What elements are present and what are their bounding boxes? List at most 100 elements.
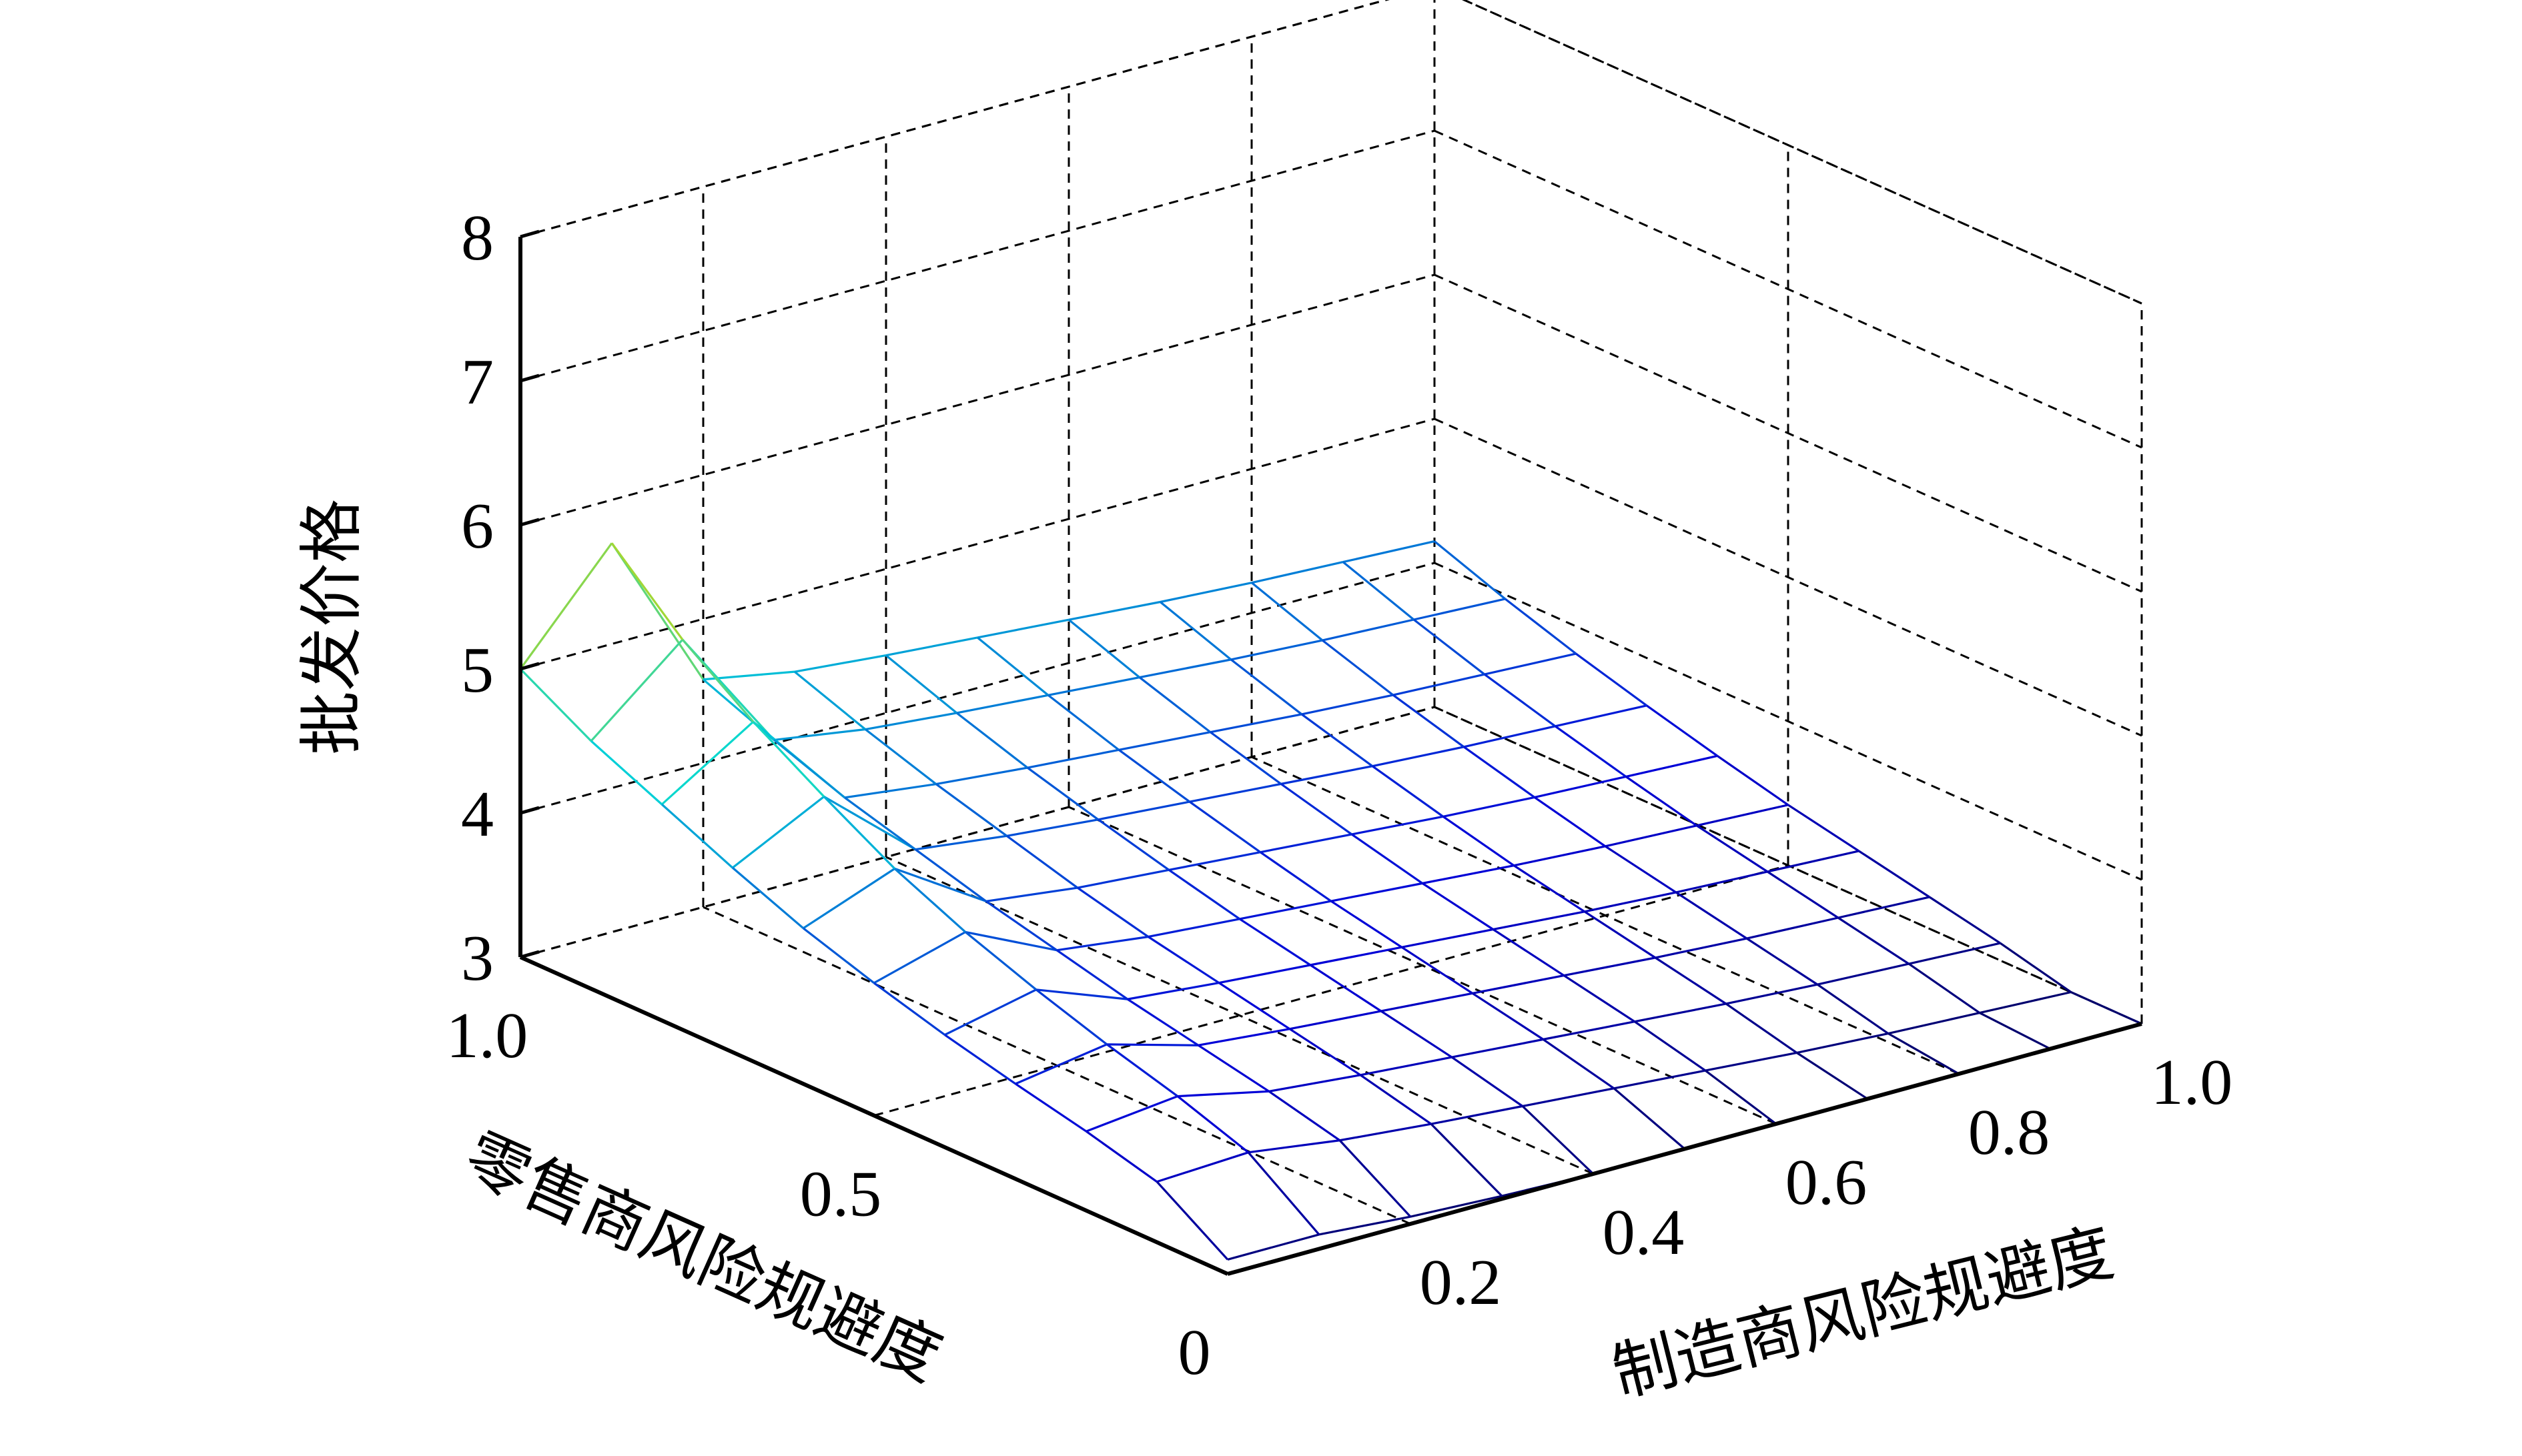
surface-edge <box>1086 1095 1178 1133</box>
surface-edge <box>1251 561 1344 584</box>
surface-edge <box>1887 1032 1960 1075</box>
surface-edge <box>1505 598 1577 655</box>
surface-edge <box>1372 746 1464 768</box>
z-tick-mark <box>520 518 540 527</box>
surface-edge <box>803 927 875 984</box>
z-tick-label: 4 <box>461 778 494 850</box>
surface-edge <box>1230 658 1302 716</box>
surface-edge <box>1160 582 1252 604</box>
surface-edge <box>1139 658 1232 679</box>
surface-edge <box>1787 804 1859 852</box>
surface-edge <box>1168 851 1261 871</box>
surface-edge <box>1118 749 1190 803</box>
z-tick-label: 3 <box>461 922 494 994</box>
surface-edge <box>1655 937 1747 959</box>
surface-edge <box>1463 746 1535 798</box>
surface-edge <box>1035 988 1128 1000</box>
surface-edge <box>1837 916 1910 965</box>
surface-edge <box>1098 818 1170 871</box>
surface-edge <box>1605 824 1697 848</box>
surface-edge <box>1908 962 1980 1014</box>
surface-edge <box>873 931 966 984</box>
grid-line <box>520 0 1390 238</box>
grid-line <box>885 856 1594 1175</box>
surface-edge <box>1817 983 1889 1034</box>
x-tick-label: 0.2 <box>1420 1247 1502 1319</box>
surface-edge <box>1522 1087 1615 1108</box>
surface-edge <box>1675 891 1747 940</box>
surface-edge <box>1380 992 1473 1012</box>
surface-edge <box>1410 1195 1503 1218</box>
surface-edge <box>823 796 896 870</box>
surface-edge <box>1027 748 1120 769</box>
surface-edge <box>1230 639 1323 661</box>
surface-edge <box>1767 850 1859 873</box>
y-axis-line <box>519 955 1229 1276</box>
surface-edge <box>1696 824 1768 873</box>
surface-edge <box>1979 990 2072 1014</box>
surface-edge <box>956 712 1028 769</box>
surface-edge <box>1746 916 1839 940</box>
surface-edge <box>1068 600 1161 621</box>
grid-line <box>873 864 1789 1117</box>
z-tick-label: 6 <box>461 490 494 562</box>
tick-labels: 3 4 5 6 7 8 0 0.5 1.0 0.2 0.4 0.6 0.8 1.0 <box>446 202 2233 1389</box>
z-tick-label: 5 <box>461 634 494 706</box>
z-tick-mark <box>520 806 540 815</box>
x-tick-label: 0.6 <box>1785 1147 1867 1219</box>
surface-mesh <box>519 540 2142 1261</box>
surface-edge <box>1322 639 1394 696</box>
surface-edge <box>1156 1181 1229 1261</box>
surface-edge <box>1817 962 1910 986</box>
surface-edge <box>1605 845 1677 894</box>
surface-edge <box>1351 833 1423 884</box>
surface-edge <box>915 834 1007 851</box>
z-tick-mark <box>520 662 540 671</box>
surface-edge <box>1280 765 1373 785</box>
surface-edge <box>1189 800 1261 853</box>
grid-line <box>520 273 1435 526</box>
surface-edge <box>1260 851 1332 902</box>
surface-edge <box>1493 928 1565 976</box>
surface-edge <box>1430 1105 1523 1125</box>
surface-edge <box>1392 673 1485 696</box>
surface-edge <box>1360 1056 1452 1076</box>
surface-edge <box>1168 869 1240 920</box>
surface-edge <box>1451 1056 1523 1107</box>
surface-edge <box>1401 928 1494 948</box>
surface-edge <box>1908 942 2001 965</box>
surface-edge <box>944 1034 1016 1085</box>
surface-edge <box>1422 864 1515 884</box>
surface-edge <box>1248 1139 1340 1154</box>
surface-edge <box>1796 1052 1868 1100</box>
surface-edge <box>1543 1020 1635 1040</box>
surface-edge <box>915 848 987 902</box>
surface-edge <box>1484 652 1577 676</box>
surface-edge <box>1351 815 1444 836</box>
surface-edge <box>1148 918 1240 938</box>
z-axis-label: 批发价格 <box>294 499 369 755</box>
surface-edge <box>823 796 916 850</box>
surface-edge <box>1725 983 1818 1005</box>
surface-edge <box>1056 935 1149 952</box>
surface-edge <box>873 982 945 1036</box>
surface-edge <box>865 728 937 785</box>
surface-edge <box>1289 1028 1361 1076</box>
surface-edge <box>1006 835 1078 889</box>
grid-line <box>520 562 1435 814</box>
surface-edge <box>1534 775 1627 798</box>
surface-edge <box>1330 900 1402 948</box>
surface-edge <box>935 783 1007 837</box>
surface-edge <box>590 638 684 742</box>
surface-edge <box>1177 1090 1270 1098</box>
surface-edge <box>894 867 987 902</box>
surface-edge <box>985 900 1058 952</box>
surface-edge <box>1198 1028 1290 1046</box>
surface-edge <box>1218 964 1311 984</box>
surface-edge <box>731 866 805 929</box>
surface-edge <box>1392 694 1464 748</box>
surface-edge <box>803 868 895 930</box>
surface-edge <box>1451 1038 1544 1058</box>
surface-edge <box>1401 946 1473 994</box>
